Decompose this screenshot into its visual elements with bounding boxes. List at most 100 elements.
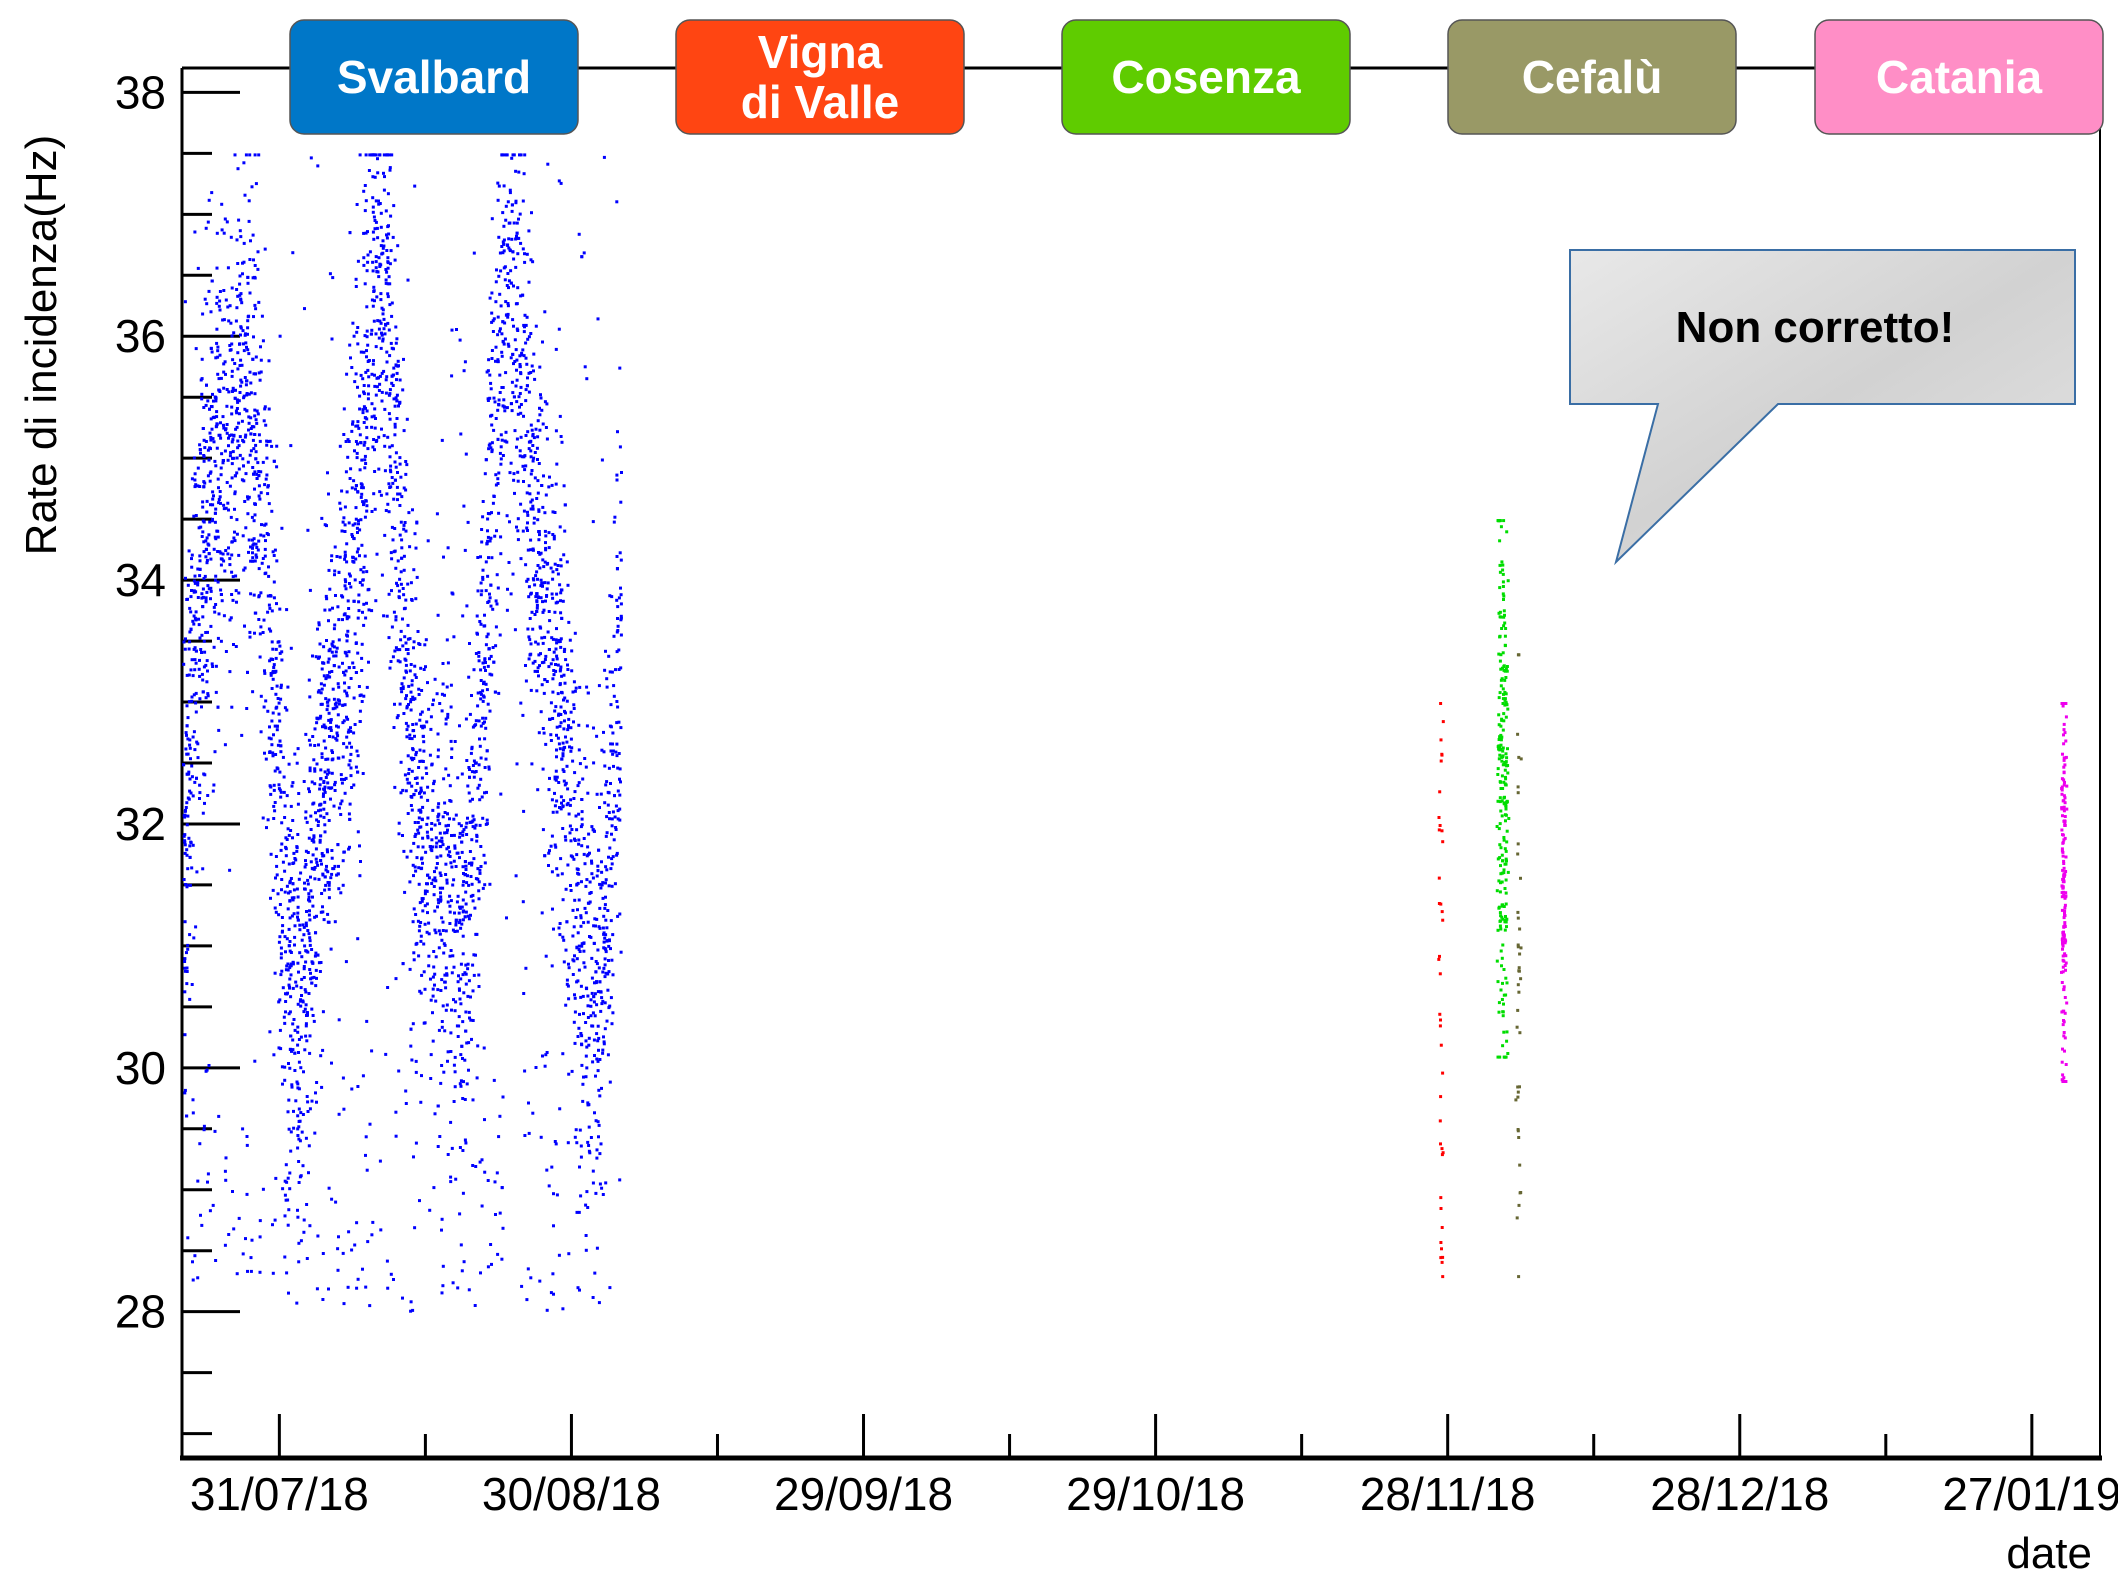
data-point [183,1088,187,1092]
data-point [397,404,400,408]
data-point [269,594,273,598]
data-point [594,924,597,928]
data-point [336,698,340,702]
data-point [185,823,189,827]
data-point [425,822,429,826]
data-point [569,710,573,714]
data-point [1498,822,1502,826]
data-point [268,1030,272,1034]
data-point [375,439,379,442]
data-point [1504,915,1507,918]
data-point [245,409,249,413]
data-point [449,1120,453,1124]
data-point [532,456,536,460]
data-point [553,562,557,566]
data-point [549,844,553,848]
data-point [312,758,316,762]
data-point [413,532,417,536]
data-point [241,1252,245,1256]
data-point [191,1111,195,1115]
data-point [324,883,328,887]
data-point [490,413,494,417]
data-point [495,573,499,577]
data-point [545,1308,549,1312]
data-point [535,592,539,596]
data-point [1500,799,1504,803]
data-point [285,708,289,712]
data-point [496,1252,500,1256]
data-point [520,455,524,459]
data-point [293,1051,297,1055]
data-point [484,716,488,720]
data-point [435,512,439,516]
data-point [342,850,346,854]
data-point [611,752,615,756]
data-point [436,613,440,617]
site-box [1814,19,2104,135]
data-point [453,1070,457,1074]
data-point [258,632,262,636]
data-point [561,741,565,745]
data-point [295,1080,299,1084]
data-point [184,731,188,735]
data-point [591,876,595,880]
data-point [370,372,374,376]
data-point [450,591,454,595]
data-point [348,817,352,821]
data-point [506,342,510,346]
data-point [289,829,293,832]
data-point [241,329,245,333]
data-point [212,399,215,403]
data-point [249,391,253,395]
data-point [1497,906,1501,910]
data-point [423,904,427,908]
data-point [526,430,530,434]
data-point [434,999,438,1003]
data-point [617,668,621,671]
data-point [249,239,252,243]
data-point [200,1223,204,1227]
data-point [335,705,339,709]
data-point [251,690,255,694]
data-point [289,877,293,880]
data-point [593,1014,597,1018]
data-point [263,405,267,409]
data-point [326,660,330,664]
data-point [541,505,545,509]
data-point [207,458,211,462]
data-point [474,719,478,723]
data-point [414,546,418,550]
data-point [469,894,473,898]
data-point [190,764,194,768]
data-point [281,924,285,928]
data-point [286,907,290,911]
data-point [319,691,323,695]
data-point [1499,667,1503,671]
data-point [420,897,424,901]
data-point [615,630,619,634]
data-point [271,711,275,715]
data-point [183,990,187,994]
data-point [359,373,363,377]
data-point [303,988,307,992]
data-point [2062,1020,2066,1024]
data-point [2060,777,2064,781]
data-point [422,740,426,744]
data-point [192,514,196,518]
data-point [351,420,355,424]
data-point [533,669,537,673]
data-point [348,845,351,849]
data-point [409,849,413,853]
data-point [605,677,609,681]
data-point [276,767,280,771]
data-point [308,790,311,794]
data-point [580,823,584,827]
data-point [362,421,366,424]
data-point [206,399,210,403]
data-point [324,868,328,872]
data-point [403,890,407,894]
data-point [477,719,481,723]
data-point [560,616,564,620]
data-point [215,295,219,299]
data-point [351,523,355,527]
